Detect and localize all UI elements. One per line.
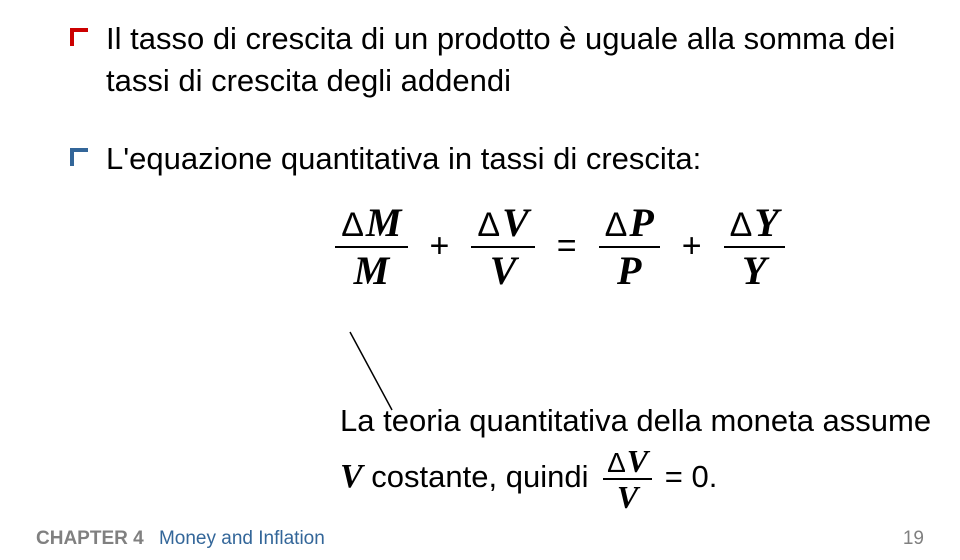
assumption-note: La teoria quantitativa della moneta assu… — [340, 398, 931, 513]
op-eq: = — [545, 227, 589, 265]
note-var: V — [340, 458, 363, 495]
growth-equation: ΔM M + ΔV V = ΔP P + ΔY Y — [210, 202, 910, 292]
bullet-1-text: Il tasso di crescita di un prodotto è ug… — [106, 18, 910, 102]
bullet-1: Il tasso di crescita di un prodotto è ug… — [70, 18, 910, 102]
slide-root: Il tasso di crescita di un prodotto è ug… — [0, 0, 960, 560]
frac-Y: ΔY Y — [724, 202, 785, 292]
op-plus-1: + — [418, 227, 462, 265]
page-number: 19 — [903, 528, 924, 550]
note-mid: costante, quindi — [363, 459, 597, 494]
note-frac: ΔVV — [603, 445, 652, 513]
footer-title: Money and Inflation — [159, 528, 325, 549]
bullet-2: L'equazione quantitativa in tassi di cre… — [70, 138, 910, 180]
note-line2: V costante, quindi ΔVV = 0. — [340, 445, 931, 513]
frac-V: ΔV V — [471, 202, 534, 292]
footer: CHAPTER 4 Money and Inflation — [36, 528, 325, 550]
note-line1: La teoria quantitativa della moneta assu… — [340, 398, 931, 445]
op-plus-2: + — [670, 227, 714, 265]
bullet-2-mark — [70, 148, 88, 166]
bullet-2-text: L'equazione quantitativa in tassi di cre… — [106, 138, 701, 180]
frac-P: ΔP P — [599, 202, 660, 292]
bullet-1-mark — [70, 28, 88, 46]
note-tail: = 0. — [656, 459, 717, 494]
frac-M: ΔM M — [335, 202, 407, 292]
footer-chapter: CHAPTER 4 — [36, 528, 144, 549]
